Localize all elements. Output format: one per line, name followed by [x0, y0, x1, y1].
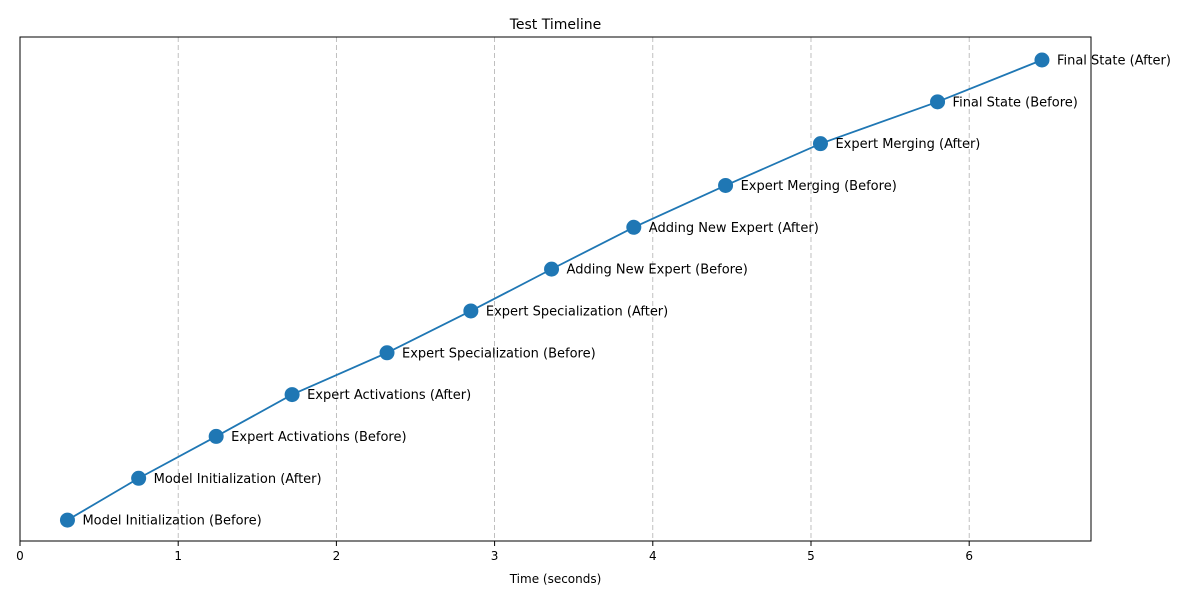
data-point-label: Final State (Before)	[953, 95, 1078, 110]
data-point-label: Model Initialization (After)	[154, 472, 322, 487]
x-tick-label: 5	[807, 549, 815, 563]
x-tick-label: 4	[649, 549, 657, 563]
series-line	[67, 59, 1043, 521]
data-point-marker	[131, 470, 147, 486]
data-point-marker	[284, 387, 300, 403]
data-point-label: Final State (After)	[1057, 54, 1171, 69]
data-point-label: Expert Merging (After)	[835, 137, 980, 152]
chart-title: Test Timeline	[509, 17, 602, 33]
data-point-marker	[718, 177, 734, 193]
data-point-label: Expert Specialization (After)	[486, 304, 668, 319]
series-line-layer	[67, 59, 1043, 521]
x-tick-label: 2	[333, 549, 341, 563]
data-point-label: Expert Specialization (Before)	[402, 346, 596, 361]
markers	[59, 52, 1050, 528]
data-point-marker	[463, 303, 479, 319]
data-point-marker	[812, 136, 828, 152]
data-point-marker	[379, 345, 395, 361]
data-point-marker	[208, 428, 224, 444]
x-axis-ticks: 0 1 2 3 4 5 6	[16, 541, 973, 563]
data-point-label: Adding New Expert (After)	[649, 221, 819, 236]
data-point-label: Model Initialization (Before)	[82, 514, 261, 529]
x-tick-label: 1	[174, 549, 182, 563]
data-point-label: Expert Activations (After)	[307, 388, 471, 403]
data-point-marker	[930, 94, 946, 110]
data-point-marker	[1034, 52, 1050, 68]
data-point-marker	[59, 512, 75, 528]
data-point-marker	[626, 219, 642, 235]
x-tick-label: 3	[491, 549, 499, 563]
x-tick-label: 6	[965, 549, 973, 563]
plot-area-frame	[19, 36, 1092, 542]
x-axis-label: Time (seconds)	[509, 572, 602, 586]
data-point-marker	[544, 261, 560, 277]
data-point-label: Adding New Expert (Before)	[567, 263, 748, 278]
data-point-label: Expert Activations (Before)	[231, 430, 406, 445]
data-point-label: Expert Merging (Before)	[741, 179, 897, 194]
point-labels: Model Initialization (Before) Model Initi…	[82, 54, 1170, 529]
grid	[177, 37, 970, 541]
x-tick-label: 0	[16, 549, 24, 563]
